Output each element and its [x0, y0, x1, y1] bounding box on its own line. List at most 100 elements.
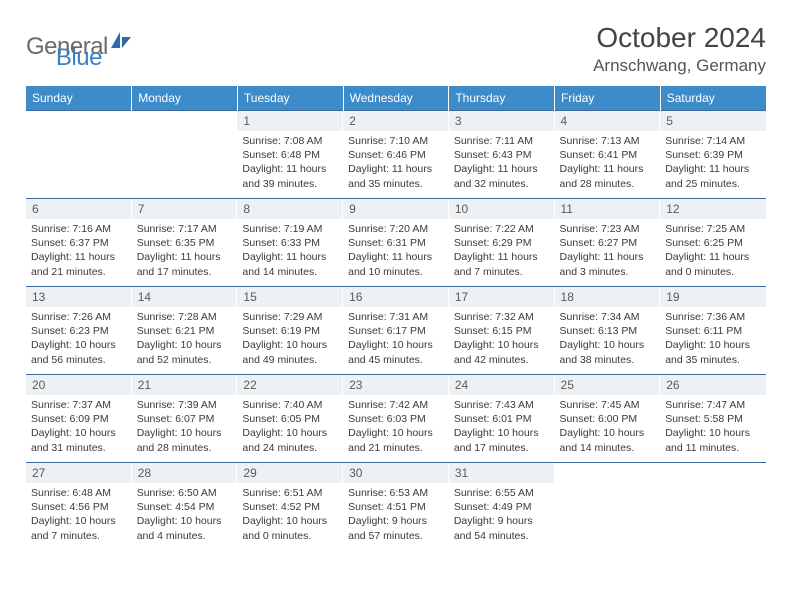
sunset-line: Sunset: 6:11 PM — [665, 324, 761, 338]
calendar-cell: 8Sunrise: 7:19 AMSunset: 6:33 PMDaylight… — [237, 199, 343, 287]
sunset-line: Sunset: 6:19 PM — [242, 324, 338, 338]
calendar-cell — [26, 111, 132, 199]
day-details: Sunrise: 7:43 AMSunset: 6:01 PMDaylight:… — [449, 395, 555, 458]
calendar-cell: 11Sunrise: 7:23 AMSunset: 6:27 PMDayligh… — [555, 199, 661, 287]
daylight-line: Daylight: 10 hours and 52 minutes. — [137, 338, 233, 366]
sunset-line: Sunset: 6:23 PM — [31, 324, 127, 338]
logo-sail-icon — [110, 28, 132, 56]
calendar-cell: 7Sunrise: 7:17 AMSunset: 6:35 PMDaylight… — [132, 199, 238, 287]
month-title: October 2024 — [593, 22, 766, 54]
day-number: 20 — [26, 375, 132, 395]
day-details: Sunrise: 7:40 AMSunset: 6:05 PMDaylight:… — [237, 395, 343, 458]
page-header: General Blue October 2024 Arnschwang, Ge… — [26, 22, 766, 76]
day-details: Sunrise: 7:16 AMSunset: 6:37 PMDaylight:… — [26, 219, 132, 282]
daylight-line: Daylight: 11 hours and 0 minutes. — [665, 250, 761, 278]
sunrise-line: Sunrise: 7:25 AM — [665, 222, 761, 236]
day-number: 5 — [660, 111, 766, 131]
day-details: Sunrise: 6:48 AMSunset: 4:56 PMDaylight:… — [26, 483, 132, 546]
calendar-cell: 12Sunrise: 7:25 AMSunset: 6:25 PMDayligh… — [660, 199, 766, 287]
calendar-cell: 26Sunrise: 7:47 AMSunset: 5:58 PMDayligh… — [660, 375, 766, 463]
day-details: Sunrise: 7:13 AMSunset: 6:41 PMDaylight:… — [555, 131, 661, 194]
day-details: Sunrise: 7:20 AMSunset: 6:31 PMDaylight:… — [343, 219, 449, 282]
day-details: Sunrise: 7:17 AMSunset: 6:35 PMDaylight:… — [132, 219, 238, 282]
sunset-line: Sunset: 6:13 PM — [560, 324, 656, 338]
day-number: 16 — [343, 287, 449, 307]
day-number: 6 — [26, 199, 132, 219]
day-number: 19 — [660, 287, 766, 307]
sunrise-line: Sunrise: 7:20 AM — [348, 222, 444, 236]
daylight-line: Daylight: 9 hours and 54 minutes. — [454, 514, 550, 542]
day-details: Sunrise: 7:36 AMSunset: 6:11 PMDaylight:… — [660, 307, 766, 370]
calendar-table: Sunday Monday Tuesday Wednesday Thursday… — [26, 86, 766, 551]
day-number: 31 — [449, 463, 555, 483]
sunrise-line: Sunrise: 7:13 AM — [560, 134, 656, 148]
sunrise-line: Sunrise: 7:17 AM — [137, 222, 233, 236]
daylight-line: Daylight: 11 hours and 39 minutes. — [242, 162, 338, 190]
day-details: Sunrise: 7:26 AMSunset: 6:23 PMDaylight:… — [26, 307, 132, 370]
sunrise-line: Sunrise: 7:43 AM — [454, 398, 550, 412]
calendar-page: General Blue October 2024 Arnschwang, Ge… — [0, 0, 792, 551]
daylight-line: Daylight: 10 hours and 4 minutes. — [137, 514, 233, 542]
calendar-cell: 13Sunrise: 7:26 AMSunset: 6:23 PMDayligh… — [26, 287, 132, 375]
sunrise-line: Sunrise: 7:47 AM — [665, 398, 761, 412]
weekday-header: Saturday — [660, 86, 766, 111]
sunset-line: Sunset: 6:05 PM — [242, 412, 338, 426]
calendar-cell: 17Sunrise: 7:32 AMSunset: 6:15 PMDayligh… — [449, 287, 555, 375]
day-number: 30 — [343, 463, 449, 483]
calendar-cell: 10Sunrise: 7:22 AMSunset: 6:29 PMDayligh… — [449, 199, 555, 287]
calendar-row: 1Sunrise: 7:08 AMSunset: 6:48 PMDaylight… — [26, 111, 766, 199]
sunrise-line: Sunrise: 7:26 AM — [31, 310, 127, 324]
daylight-line: Daylight: 10 hours and 11 minutes. — [665, 426, 761, 454]
calendar-cell: 16Sunrise: 7:31 AMSunset: 6:17 PMDayligh… — [343, 287, 449, 375]
daylight-line: Daylight: 11 hours and 28 minutes. — [560, 162, 656, 190]
day-details: Sunrise: 7:25 AMSunset: 6:25 PMDaylight:… — [660, 219, 766, 282]
logo: General Blue — [26, 22, 102, 72]
daylight-line: Daylight: 10 hours and 38 minutes. — [560, 338, 656, 366]
daylight-line: Daylight: 9 hours and 57 minutes. — [348, 514, 444, 542]
sunset-line: Sunset: 6:00 PM — [560, 412, 656, 426]
day-details: Sunrise: 7:31 AMSunset: 6:17 PMDaylight:… — [343, 307, 449, 370]
daylight-line: Daylight: 10 hours and 35 minutes. — [665, 338, 761, 366]
sunrise-line: Sunrise: 7:42 AM — [348, 398, 444, 412]
calendar-cell: 3Sunrise: 7:11 AMSunset: 6:43 PMDaylight… — [449, 111, 555, 199]
sunset-line: Sunset: 6:03 PM — [348, 412, 444, 426]
sunset-line: Sunset: 4:52 PM — [242, 500, 338, 514]
sunset-line: Sunset: 6:15 PM — [454, 324, 550, 338]
daylight-line: Daylight: 11 hours and 35 minutes. — [348, 162, 444, 190]
day-number: 13 — [26, 287, 132, 307]
day-details: Sunrise: 7:45 AMSunset: 6:00 PMDaylight:… — [555, 395, 661, 458]
day-number: 17 — [449, 287, 555, 307]
day-details: Sunrise: 6:55 AMSunset: 4:49 PMDaylight:… — [449, 483, 555, 546]
calendar-cell: 4Sunrise: 7:13 AMSunset: 6:41 PMDaylight… — [555, 111, 661, 199]
day-details: Sunrise: 6:51 AMSunset: 4:52 PMDaylight:… — [237, 483, 343, 546]
daylight-line: Daylight: 11 hours and 25 minutes. — [665, 162, 761, 190]
sunset-line: Sunset: 6:21 PM — [137, 324, 233, 338]
calendar-cell: 19Sunrise: 7:36 AMSunset: 6:11 PMDayligh… — [660, 287, 766, 375]
sunset-line: Sunset: 6:17 PM — [348, 324, 444, 338]
sunset-line: Sunset: 6:43 PM — [454, 148, 550, 162]
sunrise-line: Sunrise: 7:36 AM — [665, 310, 761, 324]
sunrise-line: Sunrise: 7:11 AM — [454, 134, 550, 148]
sunset-line: Sunset: 6:33 PM — [242, 236, 338, 250]
sunrise-line: Sunrise: 7:37 AM — [31, 398, 127, 412]
day-number: 29 — [237, 463, 343, 483]
sunrise-line: Sunrise: 7:29 AM — [242, 310, 338, 324]
sunrise-line: Sunrise: 7:31 AM — [348, 310, 444, 324]
calendar-row: 27Sunrise: 6:48 AMSunset: 4:56 PMDayligh… — [26, 463, 766, 551]
daylight-line: Daylight: 10 hours and 56 minutes. — [31, 338, 127, 366]
weekday-header: Monday — [132, 86, 238, 111]
daylight-line: Daylight: 10 hours and 45 minutes. — [348, 338, 444, 366]
weekday-header: Sunday — [26, 86, 132, 111]
day-number: 18 — [555, 287, 661, 307]
calendar-cell: 30Sunrise: 6:53 AMSunset: 4:51 PMDayligh… — [343, 463, 449, 551]
sunrise-line: Sunrise: 7:23 AM — [560, 222, 656, 236]
sunrise-line: Sunrise: 7:16 AM — [31, 222, 127, 236]
calendar-cell: 9Sunrise: 7:20 AMSunset: 6:31 PMDaylight… — [343, 199, 449, 287]
daylight-line: Daylight: 11 hours and 10 minutes. — [348, 250, 444, 278]
logo-text-blue: Blue — [56, 44, 102, 72]
day-number: 9 — [343, 199, 449, 219]
day-number: 7 — [132, 199, 238, 219]
calendar-cell: 25Sunrise: 7:45 AMSunset: 6:00 PMDayligh… — [555, 375, 661, 463]
day-number: 25 — [555, 375, 661, 395]
sunset-line: Sunset: 6:29 PM — [454, 236, 550, 250]
